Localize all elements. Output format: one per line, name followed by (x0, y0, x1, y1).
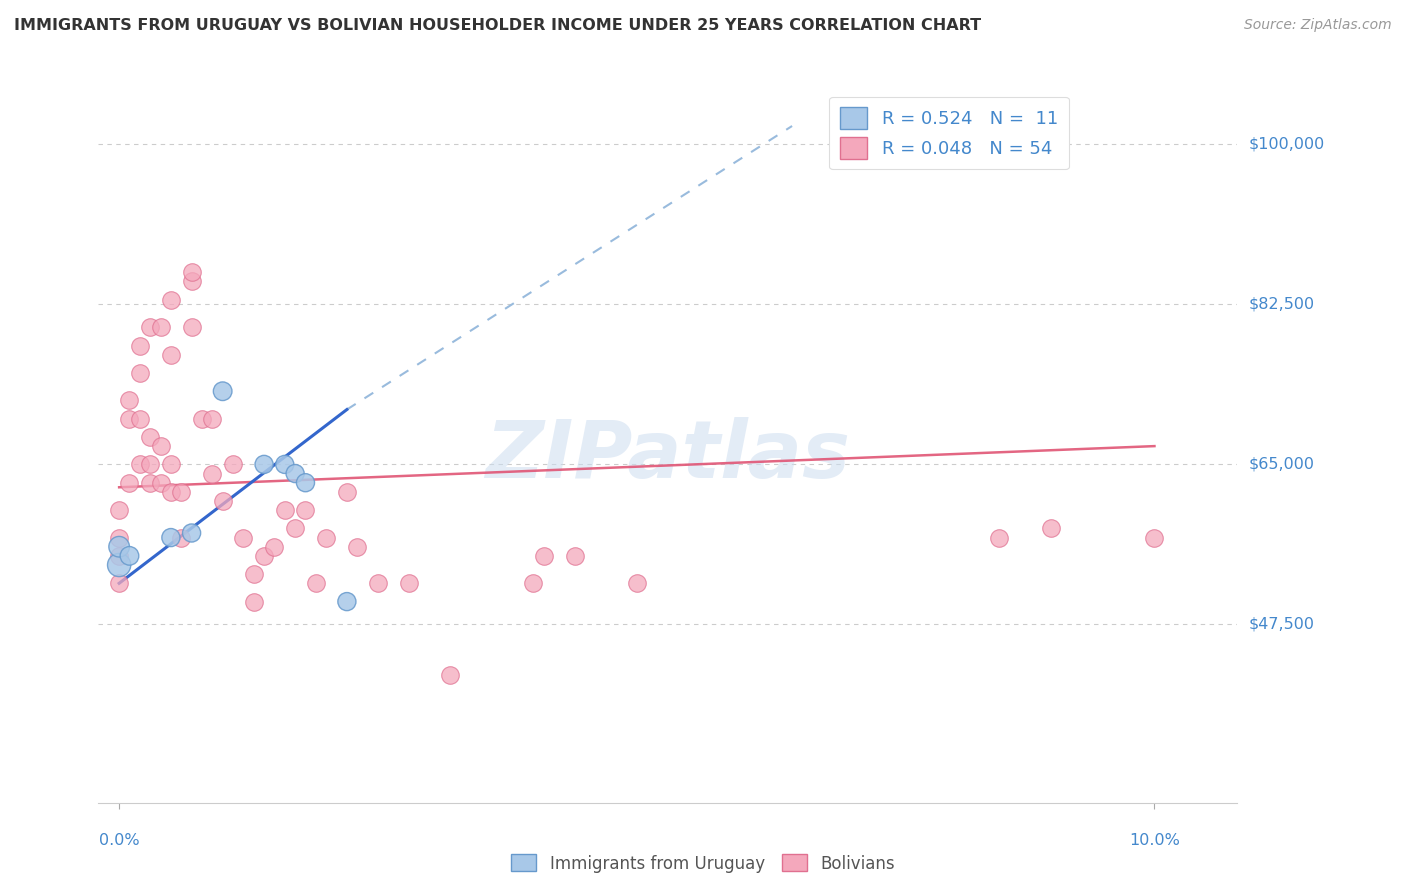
Point (222, 458, 245, 472)
Point (160, 348, 183, 362)
Point (128, 338, 150, 352)
Point (274, 458, 297, 472)
Point (149, 320, 172, 334)
Point (253, 458, 276, 472)
Point (160, 484, 183, 499)
Point (160, 458, 183, 472)
Point (139, 320, 162, 334)
Point (108, 540, 131, 554)
Point (439, 667, 461, 681)
Point (108, 531, 131, 545)
Text: ZIPatlas: ZIPatlas (485, 417, 851, 495)
Point (139, 430, 162, 444)
Point (180, 265, 202, 279)
Point (201, 411, 224, 425)
Point (128, 366, 150, 380)
Point (284, 521, 307, 535)
Point (242, 567, 264, 582)
Point (263, 540, 285, 554)
Point (201, 467, 224, 481)
Text: 0.0%: 0.0% (98, 833, 139, 848)
Point (253, 549, 276, 563)
Point (118, 475, 141, 490)
Point (564, 549, 586, 563)
Point (294, 475, 316, 490)
Point (180, 320, 202, 334)
Point (118, 549, 141, 563)
Point (108, 503, 131, 517)
Point (180, 275, 202, 289)
Point (108, 576, 131, 591)
Point (191, 411, 214, 425)
Text: 10.0%: 10.0% (1129, 833, 1180, 848)
Point (118, 393, 141, 408)
Point (232, 531, 254, 545)
Point (170, 531, 193, 545)
Point (149, 439, 172, 453)
Point (346, 540, 368, 554)
Point (108, 549, 131, 563)
Point (294, 503, 316, 517)
Point (149, 475, 172, 490)
Point (522, 576, 544, 591)
Point (139, 475, 162, 490)
Point (180, 526, 202, 541)
Point (128, 458, 150, 472)
Point (108, 558, 131, 572)
Text: $65,000: $65,000 (1249, 457, 1315, 472)
Point (336, 484, 359, 499)
Point (160, 531, 183, 545)
Legend: R = 0.524   N =  11, R = 0.048   N = 54: R = 0.524 N = 11, R = 0.048 N = 54 (830, 96, 1069, 169)
Point (242, 594, 264, 608)
Point (139, 458, 162, 472)
Point (398, 576, 420, 591)
Point (118, 411, 141, 425)
Text: IMMIGRANTS FROM URUGUAY VS BOLIVIAN HOUSEHOLDER INCOME UNDER 25 YEARS CORRELATIO: IMMIGRANTS FROM URUGUAY VS BOLIVIAN HOUS… (14, 18, 981, 33)
Text: $82,500: $82,500 (1249, 297, 1315, 312)
Point (170, 484, 193, 499)
Point (988, 531, 1011, 545)
Point (367, 576, 389, 591)
Text: $47,500: $47,500 (1249, 617, 1315, 632)
Legend: Immigrants from Uruguay, Bolivians: Immigrants from Uruguay, Bolivians (505, 847, 901, 880)
Text: Source: ZipAtlas.com: Source: ZipAtlas.com (1244, 18, 1392, 32)
Point (274, 503, 297, 517)
Point (315, 531, 337, 545)
Point (1039, 521, 1062, 535)
Point (160, 293, 183, 307)
Point (1143, 531, 1166, 545)
Point (533, 549, 555, 563)
Point (211, 494, 233, 508)
Text: $100,000: $100,000 (1249, 136, 1324, 152)
Point (336, 594, 359, 608)
Point (128, 411, 150, 425)
Point (626, 576, 648, 591)
Point (305, 576, 328, 591)
Point (284, 467, 307, 481)
Point (211, 384, 233, 399)
